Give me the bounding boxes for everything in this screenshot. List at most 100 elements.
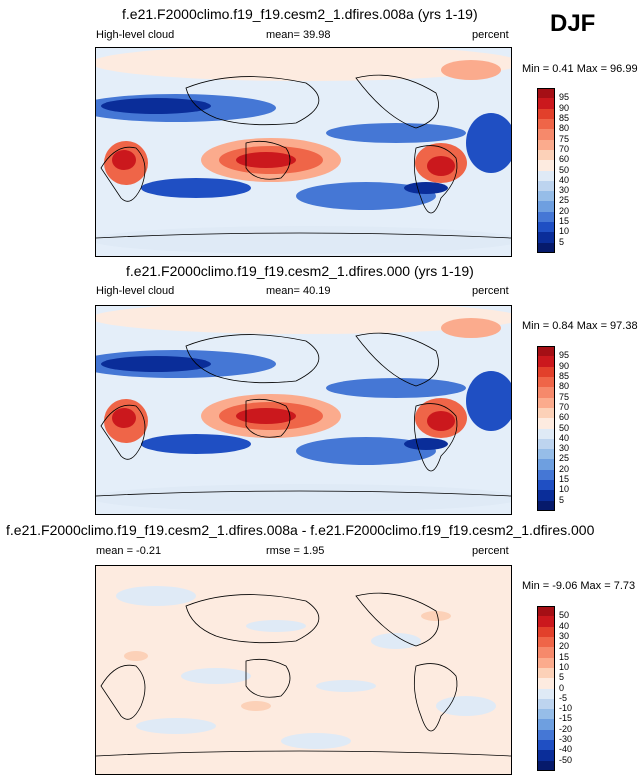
colorbar-tick-label: 75 <box>559 133 570 144</box>
colorbar-cell <box>537 88 555 99</box>
colorbar-tick-label: -40 <box>559 744 573 755</box>
colorbar-cell <box>537 139 555 150</box>
panel-2-mean-label: mean= 40.19 <box>266 285 331 297</box>
colorbar-cell <box>537 356 555 367</box>
colorbar-tick-label: 20 <box>559 641 570 652</box>
colorbar-tick-label: 10 <box>559 226 570 237</box>
colorbar-cell <box>537 191 555 202</box>
colorbar-cell <box>537 657 555 668</box>
colorbar-cell <box>537 490 555 501</box>
colorbar-cell <box>537 149 555 161</box>
season-label: DJF <box>550 10 596 37</box>
colorbar-tick-label: 20 <box>559 463 570 474</box>
colorbar-tick-label: -50 <box>559 754 573 765</box>
colorbar-cell <box>537 500 555 511</box>
colorbar-cell <box>537 469 555 481</box>
colorbar-cell <box>537 222 555 233</box>
colorbar-cell <box>537 678 555 689</box>
colorbar-tick-label: 5 <box>559 236 565 247</box>
colorbar-tick-label: 15 <box>559 474 570 485</box>
colorbar-tick-label: 85 <box>559 370 570 381</box>
colorbar-cell <box>537 407 555 419</box>
colorbar-tick-label: 40 <box>559 620 570 631</box>
colorbar-cell <box>537 418 555 429</box>
colorbar-cell <box>537 616 555 627</box>
colorbar-tick-label: 5 <box>559 672 565 683</box>
colorbar-tick-label: 95 <box>559 92 570 103</box>
colorbar-tick-label: 25 <box>559 195 570 206</box>
colorbar-tick-label: 95 <box>559 350 570 361</box>
panel-1-colorbar: 95 90 85 80 75 70 60 50 40 30 25 20 15 10 5 <box>537 88 597 253</box>
colorbar-tick-label: 5 <box>559 494 565 505</box>
colorbar-cell <box>537 366 555 377</box>
panel-2-contour-field <box>96 306 511 514</box>
panel-1-contour-field <box>96 48 511 256</box>
colorbar-tick-label: 85 <box>559 112 570 123</box>
colorbar-tick-label: -20 <box>559 723 573 734</box>
colorbar-tick-label: -30 <box>559 734 573 745</box>
colorbar-tick-label: 50 <box>559 422 570 433</box>
colorbar-cell <box>537 459 555 470</box>
colorbar-cell <box>537 376 555 388</box>
colorbar-tick-label: 60 <box>559 412 570 423</box>
panel-1-map <box>95 47 512 257</box>
colorbar-cell <box>537 397 555 408</box>
colorbar-tick-label: 90 <box>559 360 570 371</box>
colorbar-tick-label: -5 <box>559 692 568 703</box>
colorbar-cell <box>537 688 555 699</box>
panel-3-contour-field <box>96 566 511 774</box>
colorbar-cell <box>537 449 555 460</box>
colorbar-cell <box>537 719 555 730</box>
colorbar-cell <box>537 346 555 357</box>
panel-1-units-label: percent <box>472 29 509 41</box>
colorbar-cell <box>537 129 555 140</box>
colorbar-tick-label: 75 <box>559 391 570 402</box>
colorbar-tick-label: 70 <box>559 401 570 412</box>
colorbar-cell <box>537 636 555 648</box>
colorbar-tick-label: 60 <box>559 154 570 165</box>
colorbar-tick-label: 15 <box>559 216 570 227</box>
colorbar-cell <box>537 180 555 192</box>
panel-1-mean-label: mean= 39.98 <box>266 29 331 41</box>
colorbar-cell <box>537 750 555 761</box>
colorbar-tick-label: 0 <box>559 682 565 693</box>
colorbar-cell <box>537 108 555 119</box>
colorbar-cell <box>537 170 555 181</box>
colorbar-cell <box>537 709 555 720</box>
colorbar-tick-label: 30 <box>559 630 570 641</box>
panel-2-variable-label: High-level cloud <box>96 285 175 297</box>
panel-3-colorbar: 50 40 30 20 15 10 5 0 -5 -10 -15 -20 -30 -40 -50 <box>537 606 597 771</box>
colorbar-tick-label: 90 <box>559 102 570 113</box>
panel-1-minmax: Min = 0.41 Max = 96.99 <box>522 63 638 75</box>
panel-3-mean-label: mean = -0.21 <box>96 545 162 557</box>
colorbar-tick-label: 30 <box>559 443 570 454</box>
panel-2-map <box>95 305 512 515</box>
colorbar-tick-label: 10 <box>559 661 570 672</box>
colorbar-tick-label: 10 <box>559 484 570 495</box>
colorbar-cell <box>537 740 555 751</box>
colorbar-cell <box>537 729 555 741</box>
panel-2-minmax: Min = 0.84 Max = 97.38 <box>522 320 638 332</box>
colorbar-tick-label: 80 <box>559 381 570 392</box>
colorbar-tick-label: 20 <box>559 205 570 216</box>
panel-3-units-label: percent <box>472 545 509 557</box>
colorbar-cell <box>537 438 555 450</box>
colorbar-tick-label: 30 <box>559 185 570 196</box>
colorbar-cell <box>537 201 555 212</box>
colorbar-cell <box>537 480 555 491</box>
colorbar-cell <box>537 606 555 617</box>
colorbar-cell <box>537 760 555 771</box>
colorbar-tick-label: 15 <box>559 651 570 662</box>
colorbar-cell <box>537 160 555 171</box>
colorbar-tick-label: 40 <box>559 432 570 443</box>
colorbar-tick-label: 70 <box>559 143 570 154</box>
panel-3-map <box>95 565 512 775</box>
colorbar-cell <box>537 647 555 658</box>
colorbar-cell <box>537 428 555 439</box>
colorbar-tick-label: 50 <box>559 610 570 621</box>
panel-2-colorbar: 95 90 85 80 75 70 60 50 40 30 25 20 15 10 5 <box>537 346 597 511</box>
panel-3-rmse-label: rmse = 1.95 <box>266 545 325 557</box>
panel-1-variable-label: High-level cloud <box>96 29 175 41</box>
colorbar-tick-label: 40 <box>559 174 570 185</box>
colorbar-cell <box>537 667 555 679</box>
